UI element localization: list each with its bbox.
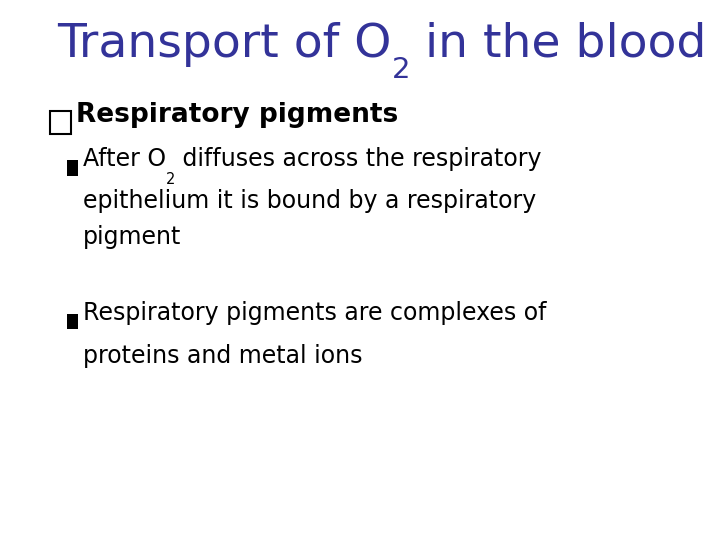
Text: diffuses across the respiratory: diffuses across the respiratory bbox=[175, 147, 541, 171]
Text: 2: 2 bbox=[392, 56, 410, 84]
Text: After O: After O bbox=[83, 147, 166, 171]
Text: in the blood: in the blood bbox=[410, 22, 707, 67]
Text: pigment: pigment bbox=[83, 225, 181, 249]
Text: Transport of O: Transport of O bbox=[58, 22, 392, 67]
Text: Respiratory pigments are complexes of: Respiratory pigments are complexes of bbox=[83, 301, 546, 325]
Text: proteins and metal ions: proteins and metal ions bbox=[83, 344, 362, 368]
Text: Respiratory pigments: Respiratory pigments bbox=[76, 102, 398, 127]
Text: epithelium it is bound by a respiratory: epithelium it is bound by a respiratory bbox=[83, 189, 536, 213]
Text: 2: 2 bbox=[166, 172, 175, 187]
